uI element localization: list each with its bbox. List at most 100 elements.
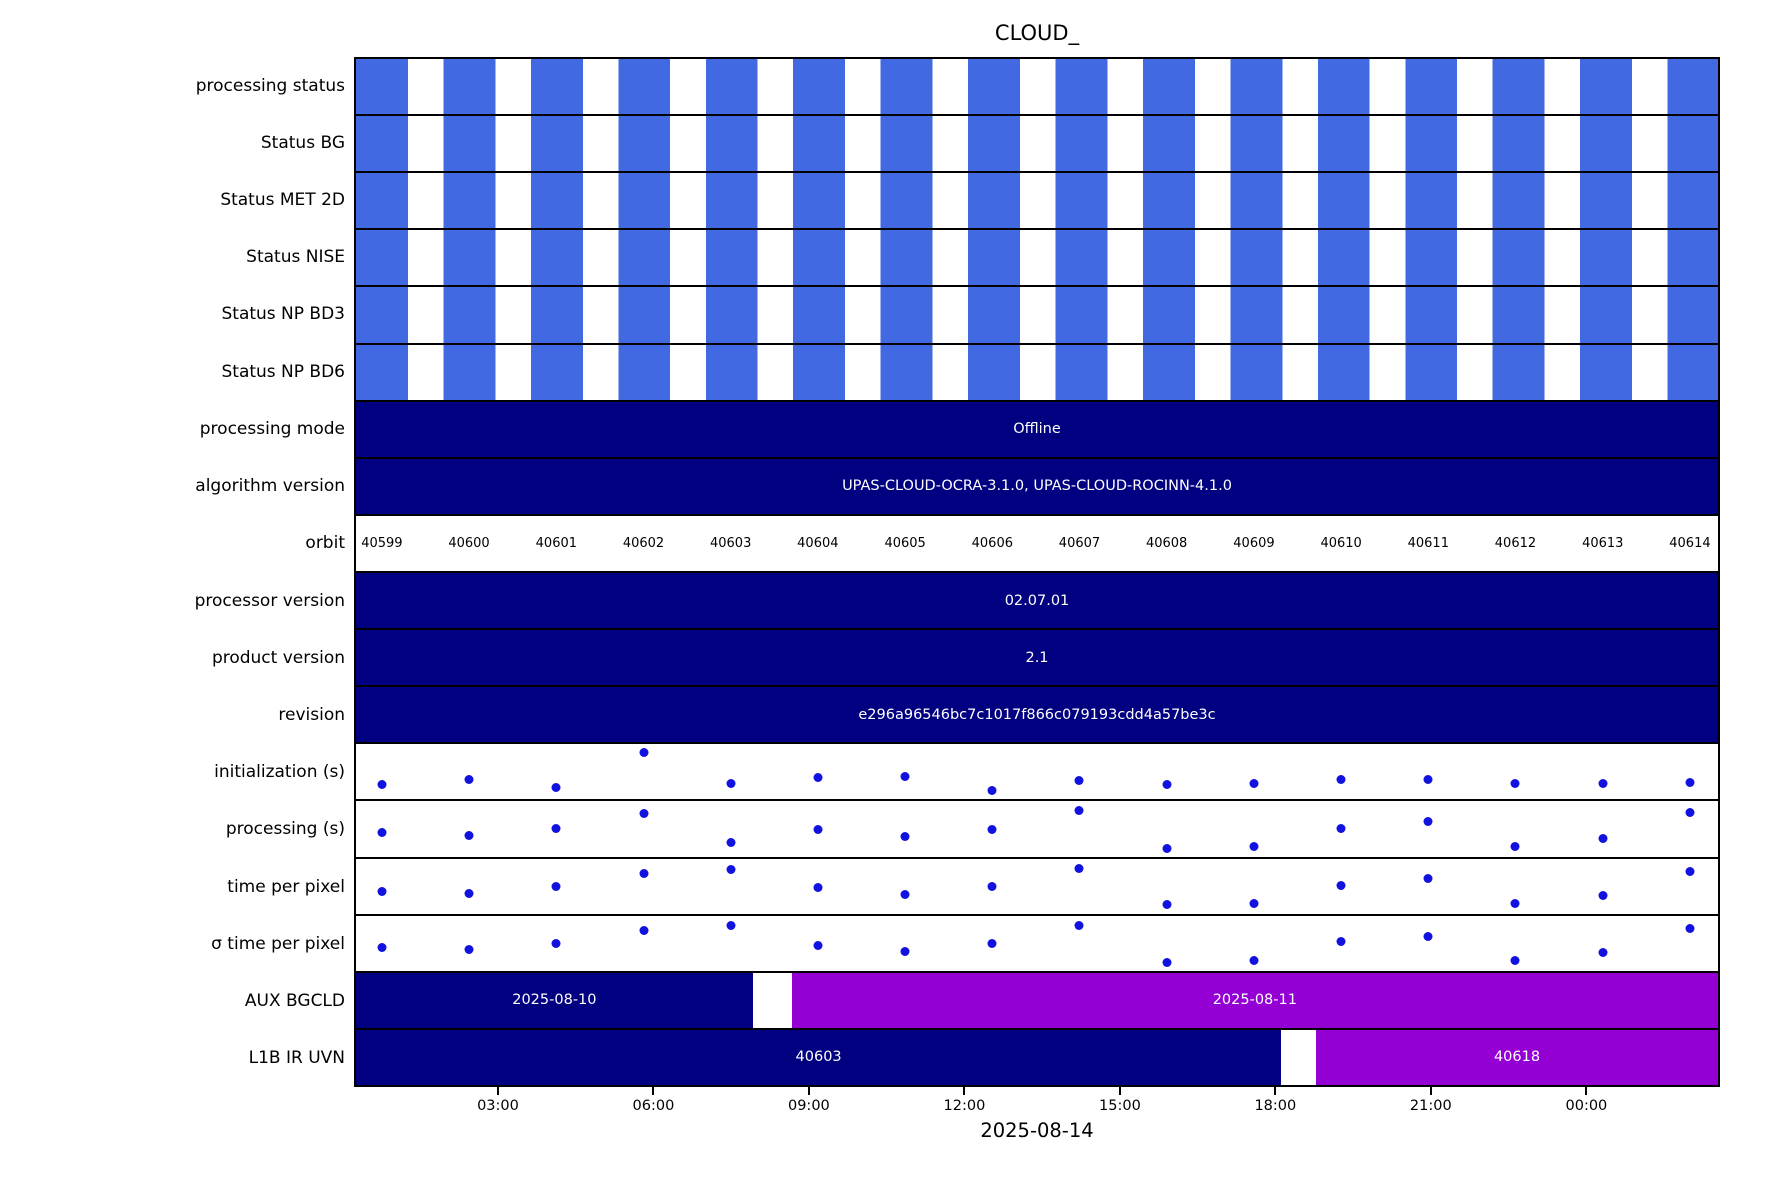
data-point — [1685, 923, 1695, 933]
orbit-number: 40614 — [1669, 535, 1711, 551]
x-axis: 03:00 06:00 09:00 12:00 15:00 18:00 21:00 00:00 — [354, 1087, 1720, 1147]
data-point — [1598, 778, 1608, 788]
row-label-3: Status MET 2D — [220, 190, 345, 211]
row-label-2: Status BG — [260, 132, 345, 153]
x-tick-label: 09:00 — [787, 1098, 830, 1114]
data-point — [377, 827, 387, 837]
data-point — [551, 882, 561, 892]
data-point — [464, 945, 474, 955]
timeline-segment: 40618 — [1316, 1029, 1718, 1085]
x-tick-label: 21:00 — [1409, 1098, 1452, 1114]
x-tick-mark — [807, 1087, 810, 1095]
orbit-number: 40607 — [1058, 535, 1101, 551]
plot-row-revision: e296a96546bc7c1017f866c079193cdd4a57be3c — [356, 685, 1718, 743]
timeline-segment: 40603 — [356, 1029, 1282, 1085]
x-tick-label: 06:00 — [632, 1098, 675, 1114]
data-point — [639, 925, 649, 935]
data-point — [1162, 779, 1172, 789]
x-axis-date-label: 2025-08-14 — [980, 1119, 1094, 1142]
plot-row-time-per-pixel — [356, 856, 1718, 914]
plot-row-status-np-bd6 — [356, 342, 1718, 400]
data-point — [726, 865, 736, 875]
plot-row-status-nise — [356, 228, 1718, 286]
timeline-segment: 2025-08-11 — [791, 972, 1718, 1028]
data-point — [1249, 898, 1259, 908]
row-label-4: Status NISE — [246, 247, 345, 268]
data-point — [1510, 956, 1520, 966]
row-label-7: processing mode — [199, 418, 345, 439]
plot-row-aux-bgcld: 2025-08-10 2025-08-11 — [356, 970, 1718, 1028]
data-point — [1423, 816, 1433, 826]
row-label-5: Status NP BD3 — [221, 304, 345, 325]
orbit-number: 40612 — [1494, 535, 1537, 551]
x-tick-label: 00:00 — [1565, 1098, 1608, 1114]
x-tick-mark — [1118, 1087, 1121, 1095]
orbit-number: 40608 — [1145, 535, 1188, 551]
orbit-number: 40602 — [622, 535, 665, 551]
data-point — [1074, 920, 1084, 930]
orbit-number: 40610 — [1320, 535, 1362, 551]
data-point — [1423, 774, 1433, 784]
data-point — [813, 772, 823, 782]
data-point — [551, 782, 561, 792]
plot-row-status-np-bd3 — [356, 285, 1718, 343]
plot-row-processing-status — [356, 59, 1718, 115]
data-point — [1336, 775, 1346, 785]
plot-row-algorithm-version: UPAS-CLOUD-OCRA-3.1.0, UPAS-CLOUD-ROCINN… — [356, 456, 1718, 514]
data-point — [813, 940, 823, 950]
data-point — [987, 938, 997, 948]
data-point — [1249, 779, 1259, 789]
data-point — [551, 938, 561, 948]
row-label-15: time per pixel — [227, 876, 345, 897]
data-point — [987, 824, 997, 834]
plot-row-l1b-ir-uvn: 40603 40618 — [356, 1027, 1718, 1085]
data-point — [1685, 867, 1695, 877]
orbit-number: 40600 — [448, 535, 490, 551]
data-point — [377, 942, 387, 952]
data-point — [1162, 843, 1172, 853]
data-point — [639, 868, 649, 878]
data-point — [900, 831, 910, 841]
timeline-segment: 2025-08-10 — [356, 972, 753, 1028]
data-point — [1685, 808, 1695, 818]
plot-area: Offline UPAS-CLOUD-OCRA-3.1.0, UPAS-CLOUD… — [354, 57, 1720, 1087]
data-point — [900, 772, 910, 782]
orbit-number: 40609 — [1233, 535, 1275, 551]
x-tick-mark — [652, 1087, 655, 1095]
data-point — [1598, 948, 1608, 958]
data-point — [1510, 898, 1520, 908]
data-point — [551, 824, 561, 834]
data-point — [726, 837, 736, 847]
data-point — [1074, 805, 1084, 815]
orbit-number: 40611 — [1407, 535, 1449, 551]
row-label-14: processing (s) — [225, 819, 345, 840]
row-label-1: processing status — [195, 75, 345, 96]
data-point — [464, 831, 474, 841]
row-label-16: σ time per pixel — [211, 933, 345, 954]
x-tick-mark — [1429, 1087, 1432, 1095]
row-label-12: revision — [278, 705, 345, 726]
plot-row-initialization-s- — [356, 742, 1718, 799]
data-point — [1249, 842, 1259, 852]
data-point — [1162, 900, 1172, 910]
data-point — [639, 809, 649, 819]
orbit-number: 40613 — [1582, 535, 1624, 551]
plot-row-orbit: 40599 40600 40601 40602 40603 40604 40605 40606… — [356, 513, 1718, 571]
orbit-number: 40606 — [971, 535, 1013, 551]
row-label-9: orbit — [305, 533, 345, 554]
plot-row--time-per-pixel — [356, 913, 1718, 971]
x-tick-label: 15:00 — [1099, 1098, 1141, 1114]
data-point — [900, 946, 910, 956]
plot-row-product-version: 2.1 — [356, 628, 1718, 686]
row-value-text: 02.07.01 — [1004, 592, 1070, 609]
data-point — [377, 780, 387, 790]
row-label-6: Status NP BD6 — [221, 361, 345, 382]
data-point — [464, 774, 474, 784]
chart-title: CLOUD_ — [994, 21, 1080, 45]
row-value-text: Offline — [1013, 421, 1061, 438]
data-point — [900, 889, 910, 899]
data-point — [1510, 778, 1520, 788]
data-point — [1423, 874, 1433, 884]
orbit-number: 40604 — [797, 535, 839, 551]
